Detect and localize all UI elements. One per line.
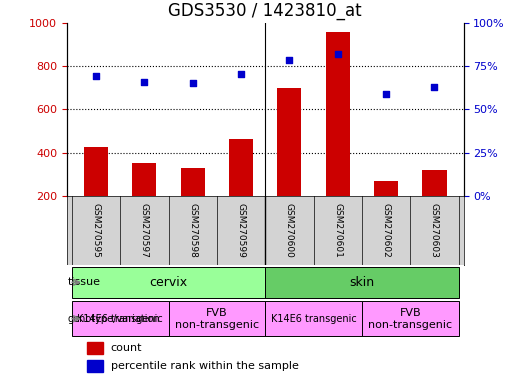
Point [188,80,197,86]
Bar [229,139,253,239]
Text: K14E6 transgenic: K14E6 transgenic [77,314,163,324]
Bar [277,88,301,239]
FancyBboxPatch shape [72,301,168,336]
Point [237,71,245,78]
Text: GSM270600: GSM270600 [285,203,294,258]
Text: GSM270601: GSM270601 [333,203,342,258]
Text: FVB
non-transgenic: FVB non-transgenic [368,308,452,329]
Text: genotype/variation: genotype/variation [68,314,161,324]
FancyBboxPatch shape [168,301,265,336]
Point [382,91,390,97]
Text: cervix: cervix [149,276,187,289]
FancyBboxPatch shape [362,301,459,336]
Point [140,79,148,86]
Text: GSM270602: GSM270602 [382,203,390,258]
Bar [84,147,108,239]
Point [431,84,439,90]
Point [334,51,342,57]
FancyBboxPatch shape [265,301,362,336]
Bar [422,170,447,239]
Text: GSM270595: GSM270595 [92,203,100,258]
Text: FVB
non-transgenic: FVB non-transgenic [175,308,259,329]
Text: GSM270597: GSM270597 [140,203,149,258]
Text: GSM270598: GSM270598 [188,203,197,258]
Text: tissue: tissue [68,277,101,287]
Text: percentile rank within the sample: percentile rank within the sample [111,361,299,371]
Text: skin: skin [349,276,374,289]
Bar [181,168,205,239]
Text: count: count [111,343,142,353]
Bar [374,181,398,239]
FancyBboxPatch shape [72,266,265,298]
Point [92,73,100,79]
Text: GSM270599: GSM270599 [236,203,246,258]
Text: GSM270603: GSM270603 [430,203,439,258]
Point [285,57,294,63]
Bar [132,164,157,239]
Bar [87,360,102,372]
FancyBboxPatch shape [265,266,459,298]
Bar [87,342,102,354]
Bar [325,31,350,239]
Text: K14E6 transgenic: K14E6 transgenic [271,314,356,324]
Title: GDS3530 / 1423810_at: GDS3530 / 1423810_at [168,2,362,20]
